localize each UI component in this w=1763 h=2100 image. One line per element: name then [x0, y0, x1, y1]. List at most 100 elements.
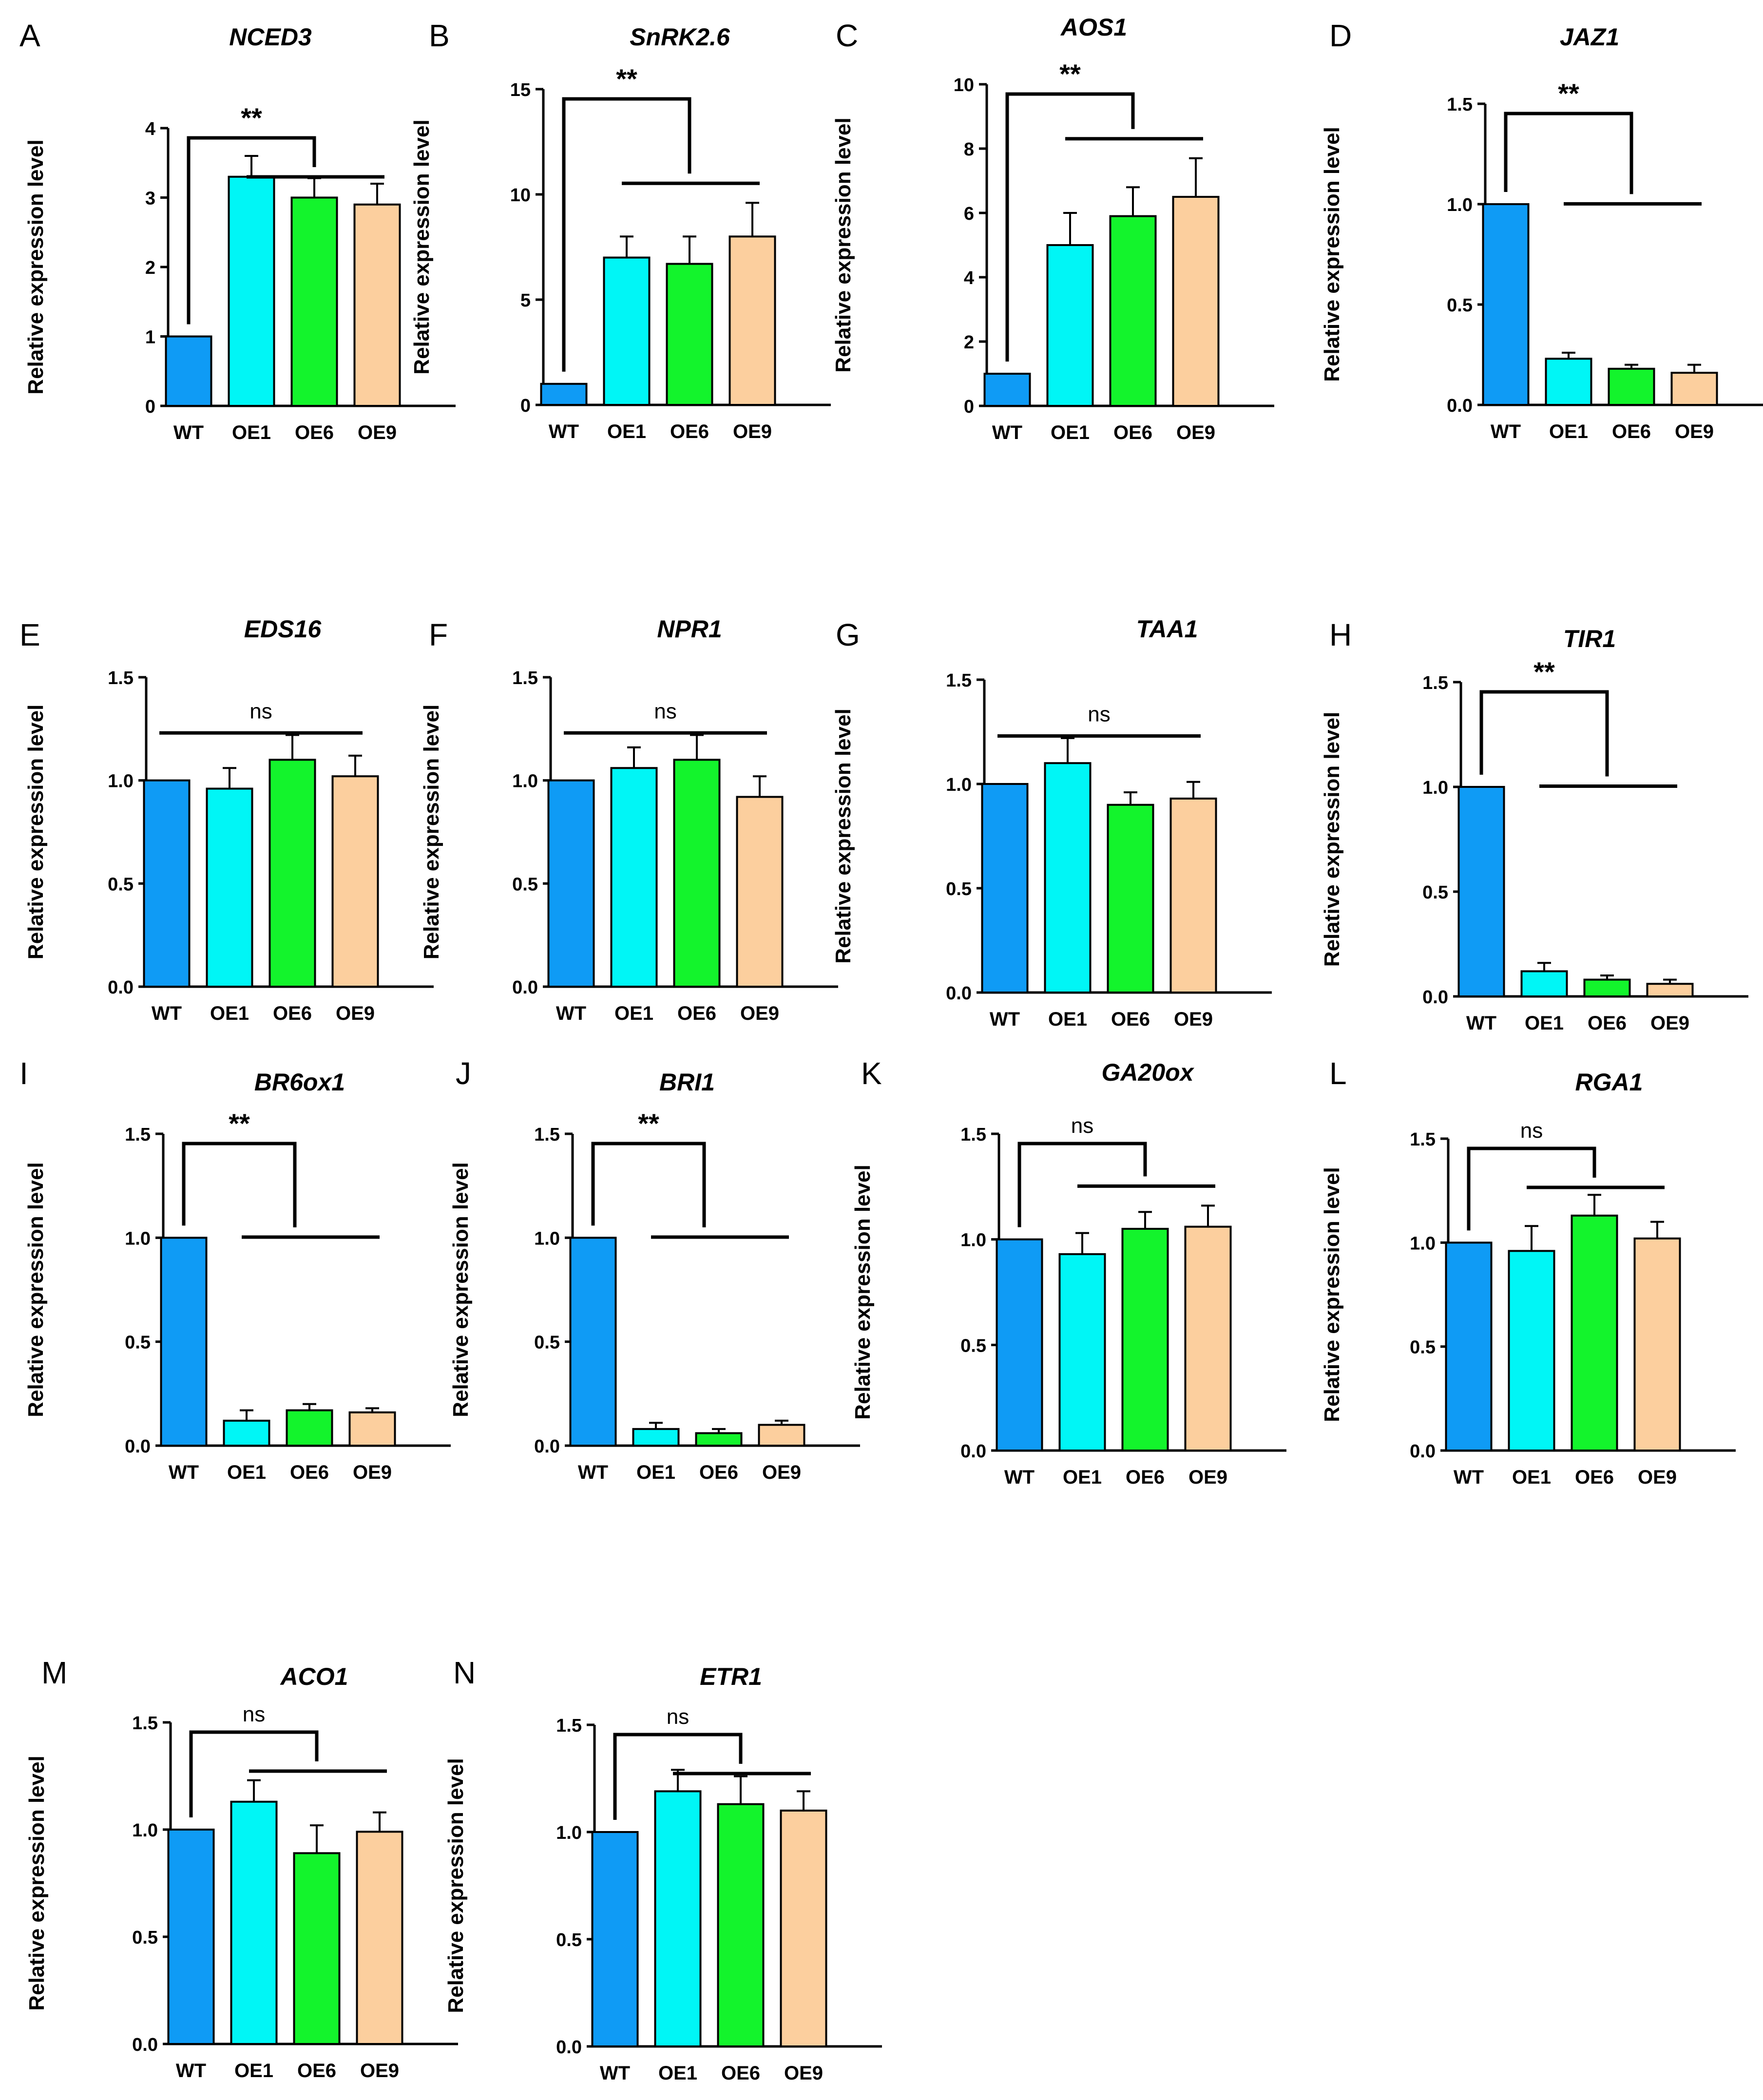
panel-h: H TIR1 Relative expression level 0.0 0.5 1.0 1… [1320, 617, 1748, 1034]
y-axis-label: Relative expression level [851, 1165, 875, 1419]
panel-letter: H [1329, 617, 1352, 652]
x-tick-label: OE1 [636, 1462, 675, 1483]
y-tick-label: 0.0 [125, 1436, 151, 1457]
y-tick-label: 0.5 [946, 879, 972, 899]
y-tick-label: 0.0 [556, 2037, 582, 2058]
x-tick-label: OE1 [210, 1003, 249, 1024]
panel-letter: A [19, 18, 40, 53]
chart-title: BR6ox1 [254, 1069, 345, 1096]
x-tick-label: OE9 [733, 421, 772, 442]
bar-oe1 [1044, 762, 1092, 993]
y-tick-label: 1.5 [1447, 95, 1473, 115]
y-tick-label: 0 [145, 397, 155, 417]
panel-i: I BR6ox1 Relative expression level 0.0 0.5 1.… [19, 1056, 451, 1483]
bar-oe1 [654, 1790, 702, 2047]
significance-bracket [187, 136, 316, 325]
bar-oe1 [1508, 1250, 1555, 1451]
x-tick-label: OE1 [234, 2060, 273, 2081]
x-tick-label: OE1 [227, 1462, 266, 1483]
bar-oe1 [223, 1419, 270, 1447]
x-tick-label: OE6 [699, 1462, 738, 1483]
bar-wt [165, 335, 212, 407]
y-tick-label: 1 [145, 327, 155, 348]
y-axis-label: Relative expression level [831, 708, 855, 963]
x-tick-label: WT [556, 1003, 586, 1024]
x-tick-label: OE9 [336, 1003, 375, 1024]
y-tick-label: 0.5 [108, 874, 134, 895]
x-tick-label: OE6 [1575, 1467, 1614, 1488]
y-tick-label: 0.5 [132, 1928, 158, 1948]
x-tick-label: OE6 [290, 1462, 329, 1483]
bar-oe6 [1121, 1228, 1169, 1451]
y-tick-label: 0.0 [1447, 396, 1473, 416]
x-tick-label: WT [1454, 1467, 1484, 1488]
x-tick-label: OE6 [1113, 422, 1152, 443]
bar-oe9 [1670, 372, 1718, 406]
x-tick-label: OE6 [670, 421, 709, 442]
x-tick-label: OE9 [1675, 421, 1714, 442]
significance-bracket [1467, 1146, 1596, 1231]
y-tick-label: 0.5 [960, 1336, 986, 1356]
y-axis-label: Relative expression level [24, 1162, 48, 1417]
significance-label: ns [667, 1705, 689, 1729]
y-tick-label: 0 [520, 396, 531, 416]
x-tick-label: WT [1491, 421, 1521, 442]
bar-wt [983, 373, 1031, 407]
y-tick-label: 0.0 [534, 1436, 560, 1457]
x-tick-label: OE1 [1063, 1467, 1102, 1488]
x-tick-label: OE9 [360, 2060, 399, 2081]
y-tick-label: 8 [964, 139, 974, 160]
y-tick-label: 1.5 [1422, 673, 1448, 693]
x-tick-label: OE6 [1588, 1012, 1627, 1034]
y-tick-label: 0.0 [960, 1441, 986, 1462]
significance-label: ** [1533, 656, 1555, 687]
y-tick-label: 0.5 [556, 1930, 582, 1950]
x-tick-label: WT [1466, 1012, 1496, 1034]
bar-oe6 [268, 759, 316, 988]
x-tick-label: OE6 [273, 1003, 312, 1024]
y-tick-label: 1.0 [556, 1823, 582, 1843]
panel-letter: D [1329, 18, 1352, 53]
bar-oe6 [673, 759, 721, 988]
y-tick-label: 1.0 [512, 771, 538, 792]
x-tick-label: OE1 [232, 422, 271, 443]
y-axis-label: Relative expression level [24, 139, 48, 394]
y-tick-label: 0.5 [534, 1333, 560, 1353]
y-tick-label: 0.0 [1422, 987, 1448, 1008]
bar-oe6 [286, 1409, 333, 1447]
y-tick-label: 1.0 [1410, 1233, 1436, 1254]
bar-oe9 [728, 235, 776, 406]
y-axis-label: Relative expression level [420, 705, 443, 959]
x-tick-label: WT [173, 422, 204, 443]
x-tick-label: WT [549, 421, 579, 442]
bar-wt [569, 1237, 617, 1447]
panel-letter: J [456, 1056, 471, 1091]
x-tick-label: OE6 [721, 2062, 760, 2084]
panel-letter: I [19, 1056, 28, 1091]
y-tick-label: 1.0 [960, 1230, 986, 1251]
bar-oe9 [1646, 983, 1694, 997]
x-tick-label: OE1 [607, 421, 646, 442]
chart-title: TAA1 [1136, 615, 1198, 643]
bar-oe9 [348, 1411, 396, 1447]
bar-oe6 [717, 1803, 765, 2048]
significance-label: ns [243, 1702, 265, 1726]
chart-title: SnRK2.6 [630, 23, 730, 51]
bar-oe9 [353, 203, 401, 407]
significance-label: ns [654, 699, 676, 723]
x-tick-label: OE1 [658, 2062, 697, 2084]
bar-oe9 [736, 796, 784, 988]
y-tick-label: 0.5 [1447, 295, 1473, 316]
x-tick-label: OE6 [1111, 1009, 1150, 1030]
panel-g: G TAA1 Relative expression level 0.0 0.5 1.0 1… [831, 615, 1272, 1030]
bar-wt [167, 1829, 215, 2045]
y-axis-label: Relative expression level [1320, 127, 1344, 382]
x-tick-label: OE9 [353, 1462, 392, 1483]
y-tick-label: 3 [145, 189, 155, 209]
bar-oe9 [1169, 797, 1217, 993]
significance-label: ns [1088, 703, 1110, 726]
panel-c: C AOS1 Relative expression level 0 2 4 6 8 10 WT O… [831, 14, 1274, 443]
bar-wt [540, 382, 588, 406]
y-axis-label: Relative expression level [25, 1756, 49, 2010]
